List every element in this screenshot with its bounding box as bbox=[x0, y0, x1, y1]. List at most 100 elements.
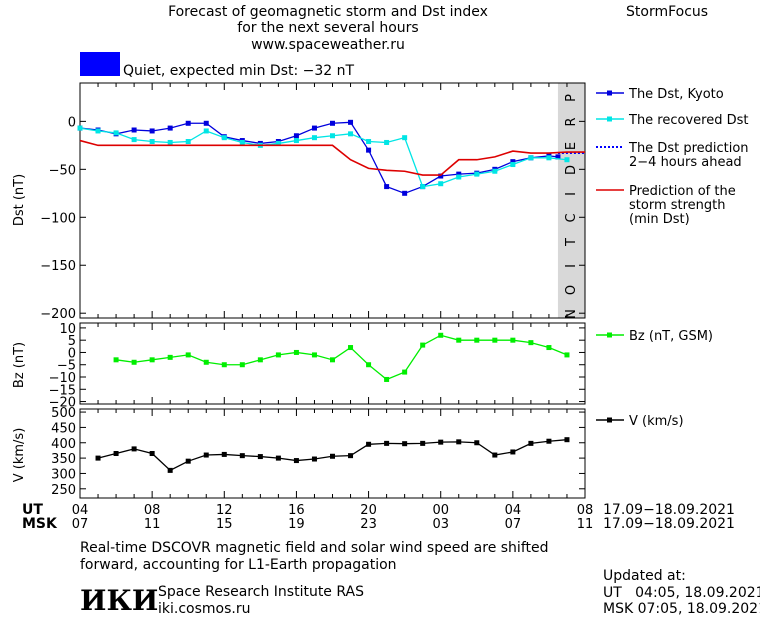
data-point bbox=[239, 362, 245, 368]
data-point bbox=[275, 352, 281, 358]
msk-axis-label: MSK bbox=[22, 516, 57, 532]
data-point bbox=[546, 345, 552, 351]
prediction-band-letter: O bbox=[564, 285, 579, 295]
data-point bbox=[510, 162, 516, 168]
data-point bbox=[564, 157, 570, 163]
institute-site[interactable]: iki.cosmos.ru bbox=[158, 601, 251, 617]
data-point bbox=[438, 439, 444, 445]
data-point bbox=[149, 357, 155, 363]
updated-ut: UT 04:05, 18.09.2021 bbox=[603, 585, 760, 601]
ut-tick-label: 04 bbox=[505, 503, 522, 518]
website-link[interactable]: www.spaceweather.ru bbox=[251, 37, 405, 53]
legend-label: (min Dst) bbox=[629, 212, 690, 227]
y-axis-label: V (km/s) bbox=[12, 428, 27, 483]
data-point bbox=[366, 441, 372, 447]
data-point bbox=[95, 128, 101, 134]
data-point bbox=[311, 135, 317, 141]
data-point bbox=[366, 139, 372, 145]
data-point bbox=[275, 455, 281, 461]
data-point bbox=[293, 349, 299, 355]
panel-frame bbox=[79, 408, 586, 499]
ut-tick-label: 20 bbox=[360, 503, 377, 518]
series-line bbox=[79, 121, 559, 194]
msk-tick-label: 11 bbox=[144, 517, 161, 532]
data-point bbox=[221, 135, 227, 141]
data-point bbox=[275, 140, 281, 146]
data-point bbox=[257, 454, 263, 460]
data-point bbox=[384, 376, 390, 382]
data-point bbox=[564, 352, 570, 358]
prediction-band-letter: C bbox=[564, 213, 579, 222]
y-tick-label: −100 bbox=[40, 211, 76, 226]
ut-axis-label: UT bbox=[22, 502, 43, 518]
msk-tick-label: 07 bbox=[72, 517, 89, 532]
data-point bbox=[546, 155, 552, 161]
data-point bbox=[257, 357, 263, 363]
data-point bbox=[293, 138, 299, 144]
msk-tick-label: 07 bbox=[505, 517, 522, 532]
data-point bbox=[456, 174, 462, 180]
data-point bbox=[113, 451, 119, 456]
ut-tick-label: 04 bbox=[72, 503, 89, 518]
msk-date-range: 17.09−18.09.2021 bbox=[603, 516, 735, 532]
iki-logo: ИКИ bbox=[80, 584, 159, 617]
data-point bbox=[348, 345, 354, 351]
ut-tick-label: 16 bbox=[288, 503, 305, 518]
data-point bbox=[330, 133, 335, 139]
legend-label: 2−4 hours ahead bbox=[629, 155, 742, 170]
data-point bbox=[438, 181, 444, 187]
data-point bbox=[239, 139, 245, 145]
data-point bbox=[149, 128, 155, 134]
data-point bbox=[311, 125, 317, 131]
legend-label: Bz (nT, GSM) bbox=[629, 329, 713, 344]
y-tick-label: 10 bbox=[59, 322, 76, 337]
data-point bbox=[402, 441, 408, 447]
data-point bbox=[149, 451, 155, 456]
data-point bbox=[492, 452, 498, 458]
prediction-band bbox=[557, 83, 585, 318]
data-point bbox=[131, 359, 137, 365]
legend-marker bbox=[607, 90, 612, 96]
data-point bbox=[311, 352, 317, 358]
data-point bbox=[203, 120, 209, 126]
legend: The Dst, Kyoto The recovered Dst The Dst p… bbox=[596, 87, 749, 429]
legend-label: The Dst prediction bbox=[628, 141, 749, 156]
data-point bbox=[492, 337, 498, 343]
data-point bbox=[167, 139, 173, 145]
y-tick-label: 0 bbox=[68, 115, 76, 130]
y-tick-label: 250 bbox=[51, 483, 76, 498]
y-tick-label: 350 bbox=[51, 452, 76, 467]
series-line bbox=[79, 127, 568, 188]
brand-name: StormFocus bbox=[626, 4, 709, 20]
legend-label: The recovered Dst bbox=[628, 113, 748, 128]
prediction-band-letter: E bbox=[564, 142, 579, 150]
data-point bbox=[131, 127, 137, 133]
data-point bbox=[555, 154, 561, 160]
prediction-band-letter: P bbox=[564, 94, 579, 102]
status-text: Quiet, expected min Dst: −32 nT bbox=[123, 63, 355, 79]
prediction-band-letter: R bbox=[564, 117, 579, 126]
prediction-band-letter: I bbox=[564, 264, 579, 268]
legend-label: Prediction of the bbox=[629, 184, 736, 199]
y-tick-label: 5 bbox=[68, 334, 76, 349]
msk-tick-label: 15 bbox=[216, 517, 233, 532]
footer-note-line2: forward, accounting for L1-Earth propaga… bbox=[80, 557, 397, 573]
data-point bbox=[402, 369, 408, 375]
data-point bbox=[167, 354, 173, 360]
footer-note-line1: Real-time DSCOVR magnetic field and sola… bbox=[80, 540, 549, 556]
data-point bbox=[474, 440, 480, 446]
chart-subtitle: for the next several hours bbox=[237, 20, 419, 36]
data-point bbox=[420, 440, 426, 446]
prediction-band-letter: N bbox=[564, 309, 579, 319]
data-point bbox=[203, 128, 209, 134]
y-tick-label: −10 bbox=[49, 371, 76, 386]
ut-tick-label: 08 bbox=[577, 503, 594, 518]
data-point bbox=[510, 159, 516, 165]
legend-label: The Dst, Kyoto bbox=[628, 87, 724, 102]
data-point bbox=[113, 130, 119, 136]
data-point bbox=[420, 184, 426, 190]
data-point bbox=[384, 139, 390, 145]
prediction-band-letter: T bbox=[564, 238, 579, 247]
data-point bbox=[185, 120, 191, 126]
